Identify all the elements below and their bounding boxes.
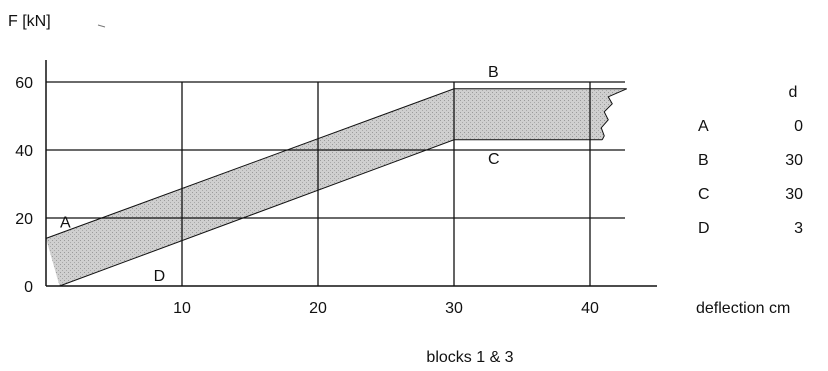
table-row-A-value: 0 bbox=[794, 118, 803, 135]
point-label-B: B bbox=[488, 64, 499, 81]
table-row-C-value: 30 bbox=[785, 186, 803, 203]
table-row-B-label: B bbox=[698, 152, 709, 169]
x-axis-label: deflection cm bbox=[696, 300, 790, 317]
band-torn-edge bbox=[600, 88, 627, 141]
y-tick-label-0: 0 bbox=[24, 279, 33, 296]
stray-mark bbox=[97, 24, 106, 28]
load-band-area bbox=[46, 88, 627, 286]
y-tick-label-20: 20 bbox=[15, 211, 33, 228]
x-tick-label-30: 30 bbox=[445, 300, 463, 317]
x-tick-label-10: 10 bbox=[173, 300, 191, 317]
table-header-d: d bbox=[789, 84, 798, 101]
chart-caption: blocks 1 & 3 bbox=[426, 349, 513, 366]
point-label-D: D bbox=[154, 268, 166, 285]
table-row-D-label: D bbox=[698, 220, 710, 237]
point-label-C: C bbox=[488, 151, 500, 168]
point-label-A: A bbox=[60, 214, 71, 231]
x-tick-label-40: 40 bbox=[581, 300, 599, 317]
y-tick-label-40: 40 bbox=[15, 143, 33, 160]
y-tick-label-60: 60 bbox=[15, 75, 33, 92]
x-tick-label-20: 20 bbox=[309, 300, 327, 317]
y-axis-label: F [kN] bbox=[8, 13, 51, 30]
table-row-C-label: C bbox=[698, 186, 710, 203]
table-row-A-label: A bbox=[698, 118, 709, 135]
table-row-D-value: 3 bbox=[794, 220, 803, 237]
table-row-B-value: 30 bbox=[785, 152, 803, 169]
